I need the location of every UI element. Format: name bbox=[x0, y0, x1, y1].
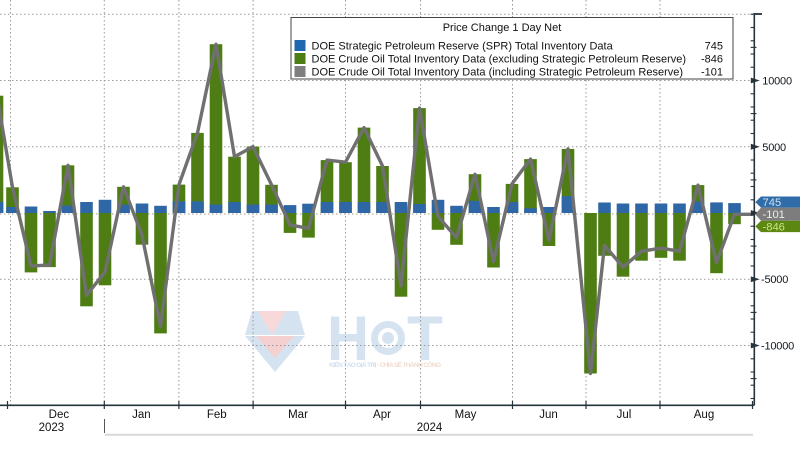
svg-text:H: H bbox=[327, 304, 369, 374]
svg-text:DOE Crude Oil Total Inventory: DOE Crude Oil Total Inventory Data (excl… bbox=[312, 54, 687, 66]
svg-text:Aug: Aug bbox=[694, 409, 714, 421]
svg-text:KIẾN TẠO GIÁ TRỊ - CHIA SẺ THÀ: KIẾN TẠO GIÁ TRỊ - CHIA SẺ THÀNH CÔNG bbox=[329, 359, 441, 369]
svg-text:2023: 2023 bbox=[39, 422, 65, 434]
svg-text:Mar: Mar bbox=[288, 409, 308, 421]
svg-text:Dec: Dec bbox=[49, 409, 70, 421]
svg-text:-10000: -10000 bbox=[761, 341, 794, 353]
svg-text:Jan: Jan bbox=[132, 409, 151, 421]
svg-text:Feb: Feb bbox=[207, 409, 227, 421]
svg-text:Jun: Jun bbox=[539, 409, 558, 421]
svg-text:-101: -101 bbox=[701, 67, 723, 79]
svg-text:-846: -846 bbox=[763, 221, 785, 233]
svg-text:May: May bbox=[455, 409, 477, 421]
svg-text:-846: -846 bbox=[701, 54, 723, 66]
svg-text:10000: 10000 bbox=[762, 76, 792, 88]
svg-text:Jul: Jul bbox=[617, 409, 632, 421]
svg-text:DOE Crude Oil Total Inventory: DOE Crude Oil Total Inventory Data (incl… bbox=[312, 67, 684, 79]
svg-text:DOE Strategic Petroleum Reserv: DOE Strategic Petroleum Reserve (SPR) To… bbox=[312, 41, 614, 53]
svg-text:745: 745 bbox=[705, 41, 723, 53]
svg-text:745: 745 bbox=[763, 197, 782, 209]
svg-text:T: T bbox=[407, 304, 443, 374]
svg-text:5000: 5000 bbox=[762, 142, 786, 154]
svg-text:-101: -101 bbox=[763, 209, 785, 221]
svg-text:2024: 2024 bbox=[417, 422, 443, 434]
svg-text:Apr: Apr bbox=[373, 409, 391, 421]
svg-text:Price Change 1 Day Net: Price Change 1 Day Net bbox=[443, 22, 562, 34]
svg-text:-5000: -5000 bbox=[761, 274, 788, 286]
